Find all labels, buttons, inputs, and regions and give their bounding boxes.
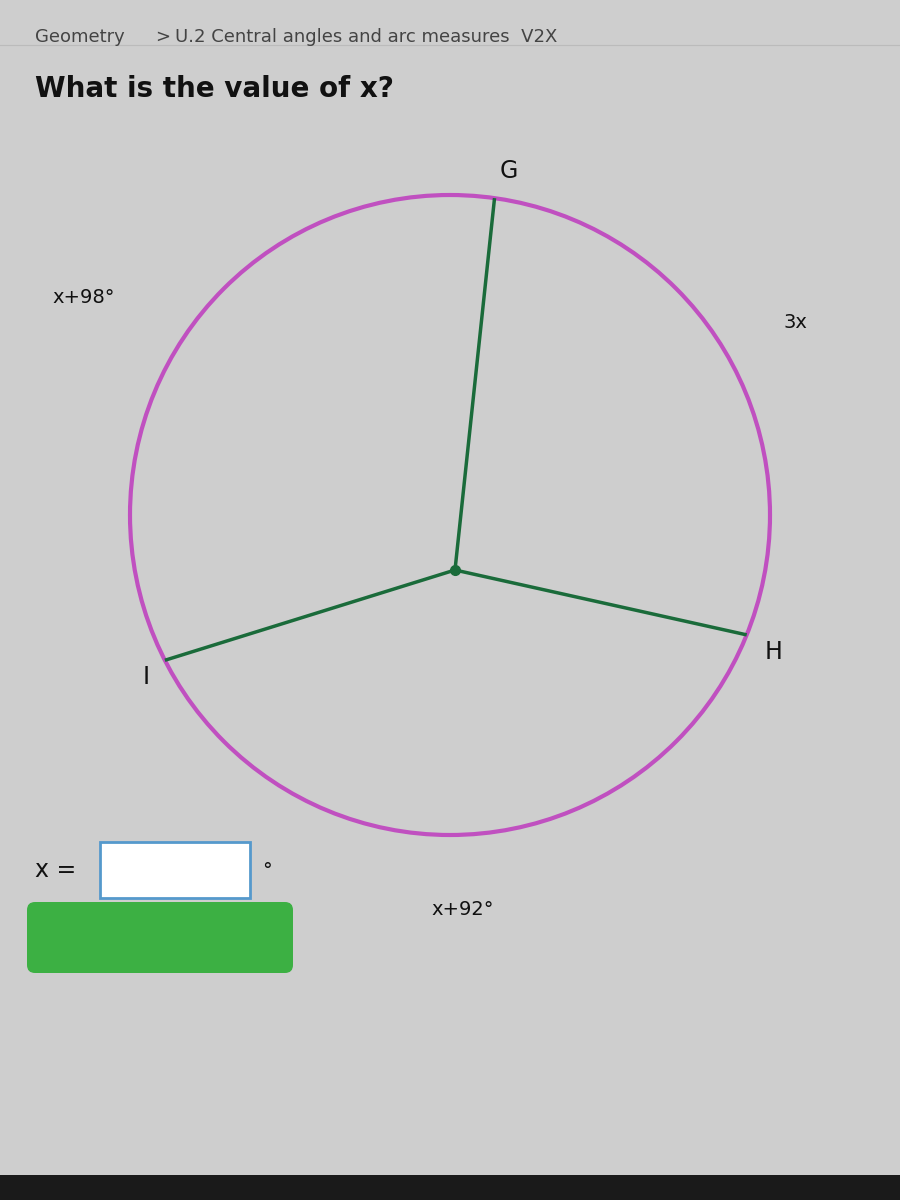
Text: Geometry: Geometry <box>35 28 125 46</box>
Text: x =: x = <box>35 858 76 882</box>
Text: x+92°: x+92° <box>432 900 494 919</box>
FancyBboxPatch shape <box>27 902 293 973</box>
Text: I: I <box>143 665 150 689</box>
Text: G: G <box>500 160 518 184</box>
Text: Submit: Submit <box>115 928 204 948</box>
FancyBboxPatch shape <box>100 842 250 898</box>
Text: U.2 Central angles and arc measures  V2X: U.2 Central angles and arc measures V2X <box>175 28 557 46</box>
Text: What is the value of x?: What is the value of x? <box>35 74 394 103</box>
Text: °: ° <box>262 860 272 880</box>
Text: 3x: 3x <box>783 313 807 332</box>
Text: x+98°: x+98° <box>52 288 114 307</box>
Text: H: H <box>765 640 783 664</box>
FancyBboxPatch shape <box>0 1175 900 1200</box>
Text: >: > <box>155 28 170 46</box>
